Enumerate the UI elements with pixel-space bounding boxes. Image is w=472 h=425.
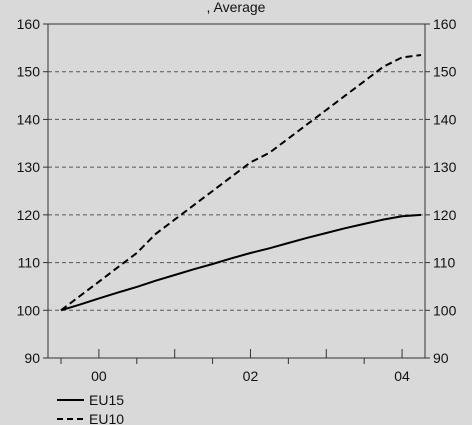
grid-lines (48, 72, 425, 311)
y-tick-label: 90 (433, 350, 449, 366)
x-axis: 00 02 04 (61, 349, 410, 384)
y-tick-label: 140 (17, 111, 41, 127)
legend: EU15 EU10 (57, 392, 124, 425)
x-tick-label: 04 (394, 368, 410, 384)
y-tick-label: 140 (433, 111, 457, 127)
y-tick-label: 110 (433, 255, 456, 271)
y-tick-label: 160 (433, 16, 457, 32)
y-axis-left: 90 100 110 120 130 140 150 160 (17, 16, 48, 366)
y-tick-label: 150 (17, 64, 41, 80)
legend-label-eu15: EU15 (89, 392, 124, 408)
series-layer (61, 55, 421, 310)
y-tick-label: 110 (18, 255, 41, 271)
chart-title: , Average (207, 0, 266, 15)
y-tick-label: 90 (24, 350, 40, 366)
y-tick-label: 100 (17, 302, 41, 318)
legend-label-eu10: EU10 (89, 411, 124, 425)
y-tick-label: 150 (433, 64, 457, 80)
x-tick-label: 02 (243, 368, 259, 384)
y-tick-label: 120 (17, 207, 41, 223)
y-tick-label: 120 (433, 207, 457, 223)
y-axis-right: 90 100 110 120 130 140 150 160 (425, 16, 457, 366)
x-tick-label: 00 (91, 368, 107, 384)
y-tick-label: 130 (17, 159, 41, 175)
series-line-eu10 (61, 55, 421, 310)
y-tick-label: 160 (17, 16, 41, 32)
y-tick-label: 130 (433, 159, 457, 175)
y-tick-label: 100 (433, 302, 457, 318)
plot-frame (48, 24, 425, 358)
